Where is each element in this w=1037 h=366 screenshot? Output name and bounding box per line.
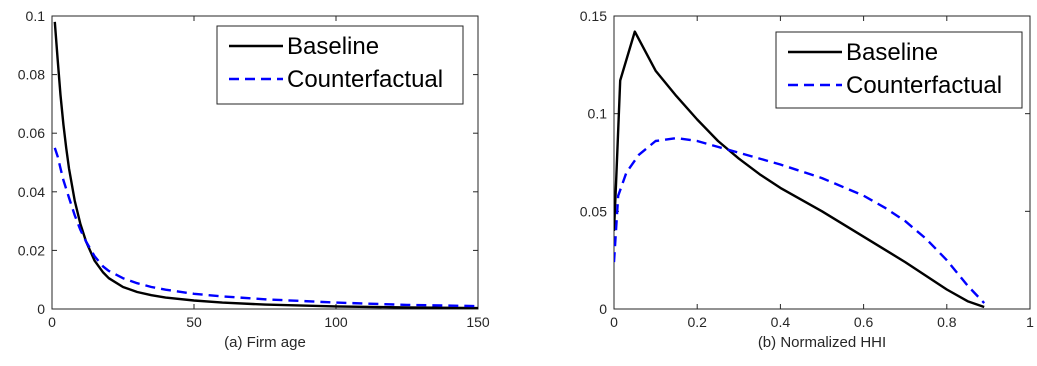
x-tick-label-b-5: 1 [1026,314,1034,330]
series-line-a-counterfactual [53,147,478,308]
x-tick-label-a-2: 100 [324,314,348,330]
y-tick-label-a-3: 0.06 [18,125,45,141]
series-line-b-baseline [614,30,985,309]
y-tick-label-a-4: 0.08 [18,67,45,83]
series-line-b-counterfactual [614,136,986,304]
y-tick-label-a-1: 0.02 [18,242,45,258]
x-axis-label-a: (a) Firm age [224,334,306,351]
y-tick-label-b-1: 0.05 [580,203,607,219]
legend-box-a [216,25,464,105]
x-tick-label-b-1: 0.2 [687,314,707,330]
x-tick-label-b-4: 0.8 [937,314,957,330]
y-tick-label-a-5: 0.1 [26,8,46,24]
y-tick-label-a-0: 0 [37,301,45,317]
x-tick-label-a-1: 50 [186,314,202,330]
axes-box-a [51,15,479,310]
y-tick-label-a-2: 0.04 [18,184,45,200]
legend-label-b-counterfactual: Counterfactual [846,72,1002,99]
chart-firm-age: 0 50 100 150 0 0.02 0.04 0.06 0.08 0.1 (a) Firm ag… [18,8,490,351]
legend-label-a-baseline: Baseline [287,33,379,60]
x-tick-label-b-0: 0 [610,314,618,330]
chart-normalized-hhi: 0 0.2 0.4 0.6 0.8 1 0 0.05 0.1 0.15 (b) Normalized… [580,8,1034,351]
series-line-a-baseline [53,21,478,309]
legend-label-b-baseline: Baseline [846,39,938,66]
x-tick-label-b-3: 0.6 [854,314,874,330]
y-tick-label-b-3: 0.15 [580,8,607,24]
axes-box-b [613,15,1031,310]
legend-box-b [775,31,1023,109]
y-tick-label-b-0: 0 [599,301,607,317]
x-tick-label-a-3: 150 [466,314,490,330]
x-tick-label-a-0: 0 [48,314,56,330]
legend-label-a-counterfactual: Counterfactual [287,66,443,93]
x-tick-label-b-2: 0.4 [771,314,791,330]
y-tick-label-b-2: 0.1 [588,106,608,122]
x-axis-label-b: (b) Normalized HHI [758,334,886,351]
